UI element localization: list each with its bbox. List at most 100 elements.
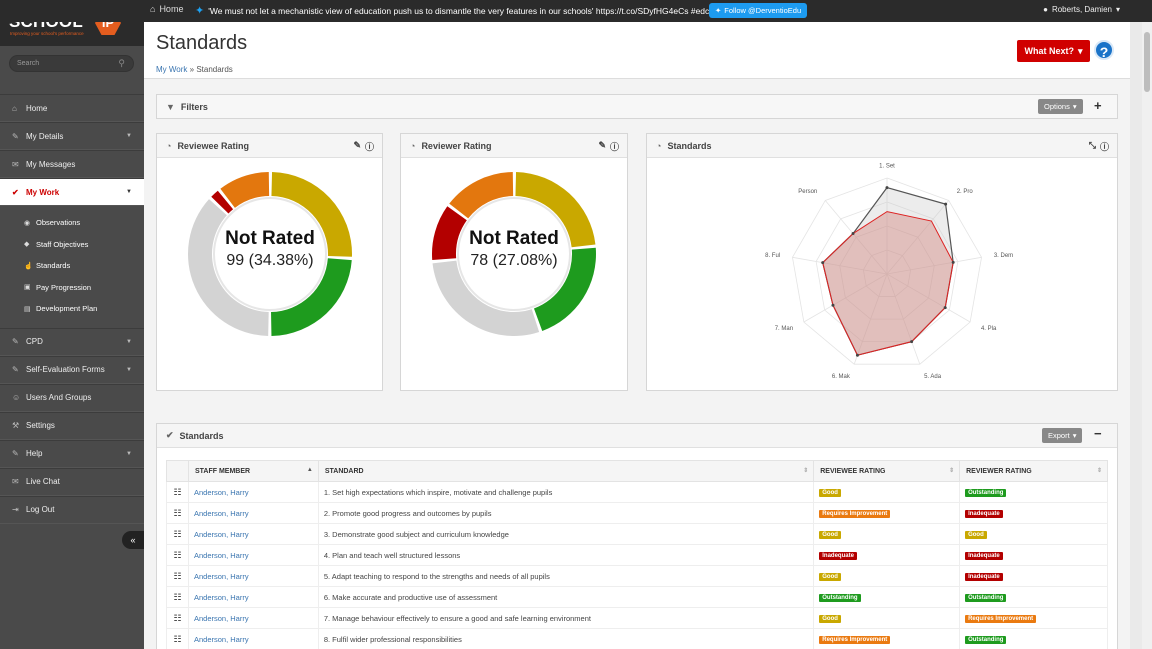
reviewee-donut-chart bbox=[188, 172, 352, 336]
table-row: ☷ Anderson, Harry 8. Fulfil wider professi… bbox=[166, 628, 1108, 649]
collapse-minus-icon[interactable]: − bbox=[1094, 426, 1102, 441]
radar-point[interactable] bbox=[885, 186, 889, 190]
radar-point[interactable] bbox=[851, 232, 855, 236]
expand-plus-icon[interactable]: + bbox=[1094, 98, 1102, 113]
staff-link[interactable]: Anderson, Harry bbox=[193, 571, 249, 581]
tweet-ticker[interactable]: ✦ 'We must not let a mechanistic view of… bbox=[195, 4, 721, 17]
radar-point[interactable] bbox=[951, 260, 955, 264]
submenu-item-staff-objectives[interactable]: ◆ Staff Objectives bbox=[0, 234, 144, 256]
staff-link[interactable]: Anderson, Harry bbox=[193, 550, 249, 560]
donut-segment-good[interactable] bbox=[515, 172, 596, 248]
user-menu[interactable]: ● Roberts, Damien ▾ bbox=[1043, 5, 1120, 14]
sidebar-item-log-out[interactable]: ⇥ Log Out bbox=[0, 495, 144, 524]
radar-axis-line bbox=[886, 200, 950, 275]
sidebar-item-settings[interactable]: ⚒ Settings bbox=[0, 411, 144, 440]
staff-link[interactable]: Anderson, Harry bbox=[193, 613, 249, 623]
table-row: ☷ Anderson, Harry 4. Plan and teach well s… bbox=[166, 544, 1108, 566]
org-chart-icon[interactable]: ☷ bbox=[166, 544, 189, 566]
org-chart-icon[interactable]: ☷ bbox=[166, 607, 189, 629]
options-button[interactable]: Options ▾ bbox=[1038, 99, 1083, 114]
sidebar-item-my-work[interactable]: ✔ My Work ▼ bbox=[0, 178, 144, 206]
staff-link[interactable]: Anderson, Harry bbox=[193, 592, 249, 602]
staff-link[interactable]: Anderson, Harry bbox=[193, 487, 249, 497]
scrollbar-thumb[interactable] bbox=[1144, 32, 1150, 92]
donut-segment-outstanding[interactable] bbox=[271, 258, 352, 336]
eraser-icon[interactable]: ✎ bbox=[598, 140, 606, 150]
sidebar-item-help[interactable]: ✎ Help ▼ bbox=[0, 439, 144, 468]
submenu-item-pay-progression[interactable]: ▣ Pay Progression bbox=[0, 277, 144, 299]
standard-cell: 3. Demonstrate good subject and curricul… bbox=[317, 523, 815, 545]
follow-twitter-button[interactable]: ✦ Follow @DerventioEdu bbox=[709, 3, 808, 18]
info-icon[interactable]: ⓘ bbox=[1099, 142, 1109, 152]
reviewee-cell: Good bbox=[813, 607, 961, 629]
info-icon[interactable]: ⓘ bbox=[364, 142, 374, 152]
sort-icon[interactable]: ⇕ bbox=[803, 468, 809, 474]
page-scrollbar[interactable] bbox=[1142, 22, 1152, 649]
sort-asc-icon[interactable]: ▲ bbox=[306, 467, 313, 473]
reviewer-badge: Outstanding bbox=[965, 594, 1007, 602]
column-header-staff[interactable]: STAFF MEMBER ▲ bbox=[187, 460, 319, 482]
column-header-reviewee[interactable]: REVIEWEE RATING ⇕ bbox=[813, 460, 961, 482]
donut-segment-requires-improvement[interactable] bbox=[220, 172, 270, 208]
radar-title: Standards bbox=[667, 140, 712, 151]
sort-icon[interactable]: ⇕ bbox=[1096, 468, 1102, 474]
collapse-sidebar-button[interactable]: « bbox=[122, 531, 144, 549]
fullscreen-icon[interactable]: ⤡ bbox=[1088, 140, 1096, 150]
radar-point[interactable] bbox=[855, 353, 859, 357]
donut-segment-inadequate[interactable] bbox=[432, 206, 467, 261]
org-chart-icon[interactable]: ☷ bbox=[166, 586, 189, 608]
radar-gridline bbox=[839, 225, 935, 320]
org-chart-icon[interactable]: ☷ bbox=[166, 628, 189, 649]
radar-axis-label: 5. Ada bbox=[924, 374, 942, 380]
donut-segment-not-rated[interactable] bbox=[432, 260, 540, 336]
filters-header[interactable]: ▼ Filters bbox=[157, 95, 1117, 118]
radar-point[interactable] bbox=[944, 202, 948, 206]
sidebar-item-home[interactable]: ⌂ Home bbox=[0, 94, 144, 122]
sidebar-item-my-messages[interactable]: ✉ My Messages bbox=[0, 150, 144, 178]
what-next-button[interactable]: What Next? ▾ bbox=[1017, 40, 1090, 62]
eraser-icon[interactable]: ✎ bbox=[353, 140, 361, 150]
sidebar-item-users-and-groups[interactable]: ☺ Users And Groups bbox=[0, 383, 144, 412]
caret-down-icon: ▼ bbox=[126, 338, 132, 345]
submenu-item-observations[interactable]: ◉ Observations bbox=[0, 212, 144, 234]
radar-point[interactable] bbox=[831, 303, 835, 307]
radar-point[interactable] bbox=[910, 340, 914, 344]
submenu-item-development-plan[interactable]: ▤ Development Plan bbox=[0, 298, 144, 320]
donut-segment-requires-improvement[interactable] bbox=[449, 172, 514, 219]
standard-cell: 6. Make accurate and productive use of a… bbox=[317, 586, 815, 608]
column-header-reviewer[interactable]: REVIEWER RATING ⇕ bbox=[959, 460, 1108, 482]
org-chart-icon[interactable]: ☷ bbox=[166, 502, 189, 524]
donut-segment-good[interactable] bbox=[271, 172, 352, 257]
org-chart-icon[interactable]: ☷ bbox=[166, 523, 189, 545]
reviewee-badge: Inadequate bbox=[819, 552, 857, 560]
search-input[interactable]: Search ⚲ bbox=[9, 55, 134, 72]
submenu-item-standards[interactable]: ☝ Standards bbox=[0, 255, 144, 277]
org-chart-icon[interactable]: ☷ bbox=[166, 481, 189, 503]
radar-point[interactable] bbox=[943, 306, 947, 310]
export-button[interactable]: Export ▾ bbox=[1042, 428, 1083, 443]
breadcrumb-my-work[interactable]: My Work bbox=[156, 65, 188, 74]
sidebar-item-cpd[interactable]: ✎ CPD ▼ bbox=[0, 327, 144, 356]
staff-link[interactable]: Anderson, Harry bbox=[193, 529, 249, 539]
options-label: Options bbox=[1044, 102, 1070, 111]
radar-axis-line bbox=[824, 200, 888, 275]
donut-segment-not-rated[interactable] bbox=[188, 199, 269, 336]
search-icon[interactable]: ⚲ bbox=[118, 58, 125, 68]
donut-segment-outstanding[interactable] bbox=[533, 247, 596, 331]
staff-link[interactable]: Anderson, Harry bbox=[193, 634, 249, 644]
org-chart-icon[interactable]: ☷ bbox=[166, 565, 189, 587]
radar-series-inner[interactable] bbox=[822, 211, 954, 356]
help-icon[interactable]: ? bbox=[1094, 40, 1114, 60]
info-icon[interactable]: ⓘ bbox=[609, 142, 619, 152]
donut-segment-inadequate[interactable] bbox=[211, 190, 234, 214]
column-header-standard[interactable]: STANDARD ⇕ bbox=[317, 460, 815, 482]
radar-axis-line bbox=[803, 273, 888, 323]
radar-point[interactable] bbox=[821, 261, 825, 265]
sidebar-item-my-details[interactable]: ✎ My Details ▼ bbox=[0, 122, 144, 150]
sidebar-item-live-chat[interactable]: ✉ Live Chat bbox=[0, 467, 144, 496]
sort-icon[interactable]: ⇕ bbox=[949, 468, 955, 474]
top-home-link[interactable]: ⌂ Home bbox=[150, 4, 183, 14]
staff-link[interactable]: Anderson, Harry bbox=[193, 508, 249, 518]
sidebar-item-self-evaluation-forms[interactable]: ✎ Self-Evaluation Forms ▼ bbox=[0, 355, 144, 384]
pencil-icon: ✎ bbox=[12, 337, 19, 346]
